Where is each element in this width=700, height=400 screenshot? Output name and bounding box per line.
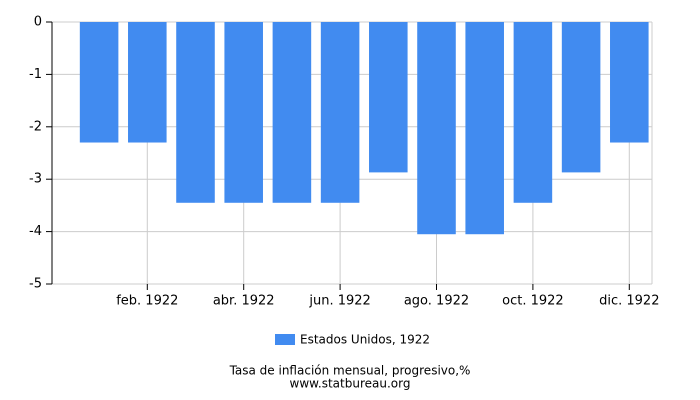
y-tick-label: -1 [29, 67, 42, 82]
bar [320, 22, 360, 203]
x-tick-label: feb. 1922 [116, 294, 178, 309]
bar [610, 22, 649, 143]
y-tick-label: -4 [29, 224, 42, 239]
x-tick-label: oct. 1922 [502, 294, 564, 309]
chart-subtitle: Tasa de inflación mensual, progresivo,% [229, 364, 471, 378]
bar [465, 22, 504, 235]
bar [224, 22, 263, 203]
x-tick-label: ago. 1922 [404, 294, 469, 309]
x-tick-label: jun. 1922 [308, 294, 370, 309]
bar [176, 22, 215, 203]
x-tick-label: abr. 1922 [213, 294, 275, 309]
y-tick-label: -3 [29, 172, 42, 187]
legend-label: Estados Unidos, 1922 [300, 333, 430, 347]
bar [561, 22, 601, 173]
bar [417, 22, 456, 235]
bar [272, 22, 312, 203]
source: www.statbureau.org [290, 377, 411, 391]
bar [79, 22, 119, 143]
legend-swatch [275, 334, 295, 345]
x-tick-label: dic. 1922 [599, 294, 659, 309]
y-tick-label: -2 [29, 119, 42, 134]
bar [513, 22, 553, 203]
y-tick-label: -5 [29, 277, 42, 292]
bar [128, 22, 167, 143]
bar [369, 22, 408, 173]
y-tick-label: 0 [34, 15, 42, 30]
